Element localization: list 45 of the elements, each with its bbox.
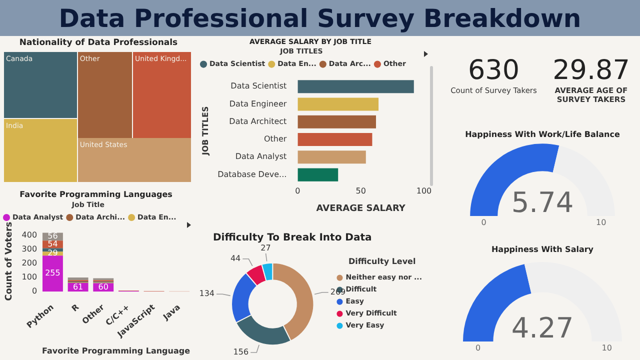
y-tick-label: Data Analyst	[235, 152, 287, 162]
text: Nationality of Data Professionals	[18, 38, 179, 48]
x-tick-label: 50	[356, 186, 366, 196]
y-tick-label: 0	[32, 286, 38, 296]
y-tick-label: 300	[22, 244, 38, 254]
text: 10	[602, 344, 612, 353]
data-label: 255	[45, 268, 60, 278]
x-axis-title: AVERAGE SALARY	[316, 204, 406, 214]
data-label: 54	[48, 239, 58, 248]
text: 29.87	[552, 55, 631, 86]
data-label: 60	[98, 282, 108, 292]
chart-title: Happiness With Salary	[491, 244, 594, 254]
data-label: 5.74	[511, 186, 574, 219]
y-tick-label: 400	[22, 230, 38, 240]
x-tick-label: 0	[295, 186, 300, 196]
chart-title: Happiness With Work/Life Balance	[465, 130, 620, 139]
data-label: 134	[199, 289, 215, 298]
text: 630	[466, 55, 521, 86]
legend-title: Difficulty Level	[348, 256, 416, 266]
y-tick-label: Data Scientist	[230, 82, 287, 91]
chart-title: Favorite Programming Languages	[20, 190, 173, 199]
text: 10	[596, 218, 606, 228]
text: 0	[481, 218, 486, 228]
data-label: 27	[260, 243, 271, 252]
x-tick-label: 100	[416, 186, 432, 196]
text: 0	[476, 344, 481, 353]
y-tick-label: 100	[22, 272, 38, 282]
y-axis-title: Count of Voters	[4, 222, 15, 301]
data-label: 156	[233, 348, 249, 357]
y-axis-title: JOB TITLES	[200, 106, 210, 156]
data-label: 29	[48, 248, 58, 258]
data-label: 269	[330, 287, 346, 296]
text: Data Professional Survey Breakdown	[0, 0, 640, 36]
data-label: 61	[72, 282, 84, 292]
data-label: 56	[48, 232, 58, 241]
x-tick-label: R	[70, 302, 81, 314]
chart-title: Difficulty To Break Into Data	[213, 232, 372, 244]
y-tick-label: Data Architect	[229, 116, 287, 126]
data-label: 4.27	[511, 312, 574, 345]
y-tick-label: Other	[264, 134, 288, 144]
x-axis-title: Favorite Programming Language	[42, 346, 191, 356]
y-tick-label: Data Engineer	[229, 99, 288, 108]
y-tick-label: 200	[22, 258, 38, 268]
data-label: 44	[230, 254, 241, 263]
y-tick-label: Database Deve...	[218, 170, 287, 179]
